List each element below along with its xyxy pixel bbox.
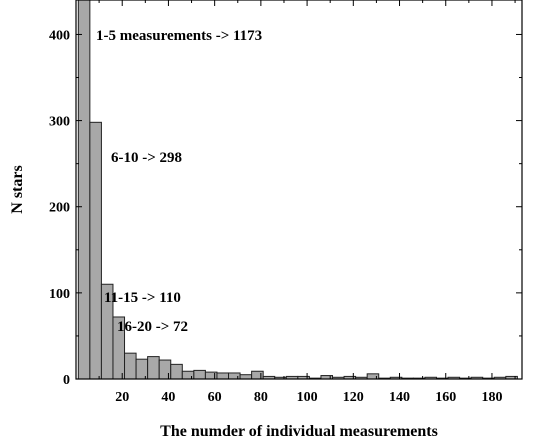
bar (193, 369, 206, 380)
y-axis-label: N stars (9, 165, 26, 213)
bar (124, 352, 137, 380)
x-tick-label: 40 (161, 390, 175, 405)
bar (251, 370, 264, 380)
bar-annotation: 11-15 -> 110 (104, 290, 181, 306)
bar (181, 370, 195, 380)
y-tick-label: 100 (49, 287, 70, 302)
plot-frame (75, 0, 523, 380)
x-tick-label: 20 (115, 390, 129, 405)
y-tick-label: 200 (49, 201, 70, 216)
bar (228, 372, 241, 380)
bar (170, 363, 183, 380)
y-axis-ticks: 0 100 200 300 400 (49, 28, 522, 388)
bar (204, 371, 218, 380)
x-tick-label: 120 (343, 390, 364, 405)
bar (158, 359, 172, 380)
bar (366, 373, 380, 380)
bar (239, 374, 253, 380)
x-axis-ticks: 20 40 60 80 100 120 140 160 180 (98, 0, 516, 405)
x-tick-label: 180 (481, 390, 502, 405)
x-tick-label: 140 (389, 390, 410, 405)
bar (77, 0, 91, 380)
annotations-group: 1-5 measurements -> 1173 6-10 -> 298 11-15… (96, 28, 262, 335)
x-tick-label: 60 (208, 390, 222, 405)
bar-annotation: 16-20 -> 72 (117, 319, 188, 335)
x-axis-label: The numder of individual measurements (160, 423, 438, 440)
bar (147, 356, 160, 380)
bar (135, 358, 149, 380)
bar (89, 121, 102, 380)
bar (216, 372, 230, 380)
y-tick-label: 0 (63, 373, 70, 388)
x-tick-label: 160 (435, 390, 456, 405)
bar-annotation: 1-5 measurements -> 1173 (96, 28, 262, 44)
x-tick-label: 100 (297, 390, 318, 405)
y-tick-label: 400 (49, 28, 70, 43)
bar-annotation: 6-10 -> 298 (111, 150, 182, 166)
x-tick-label: 80 (254, 390, 268, 405)
y-tick-label: 300 (49, 115, 70, 130)
